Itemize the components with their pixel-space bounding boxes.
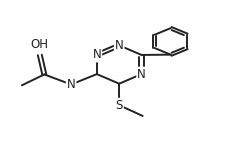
Text: N: N [115,39,124,52]
Text: OH: OH [31,38,49,51]
Text: S: S [115,99,123,112]
Text: N: N [92,48,101,62]
Text: N: N [137,68,146,81]
Text: N: N [67,78,76,91]
